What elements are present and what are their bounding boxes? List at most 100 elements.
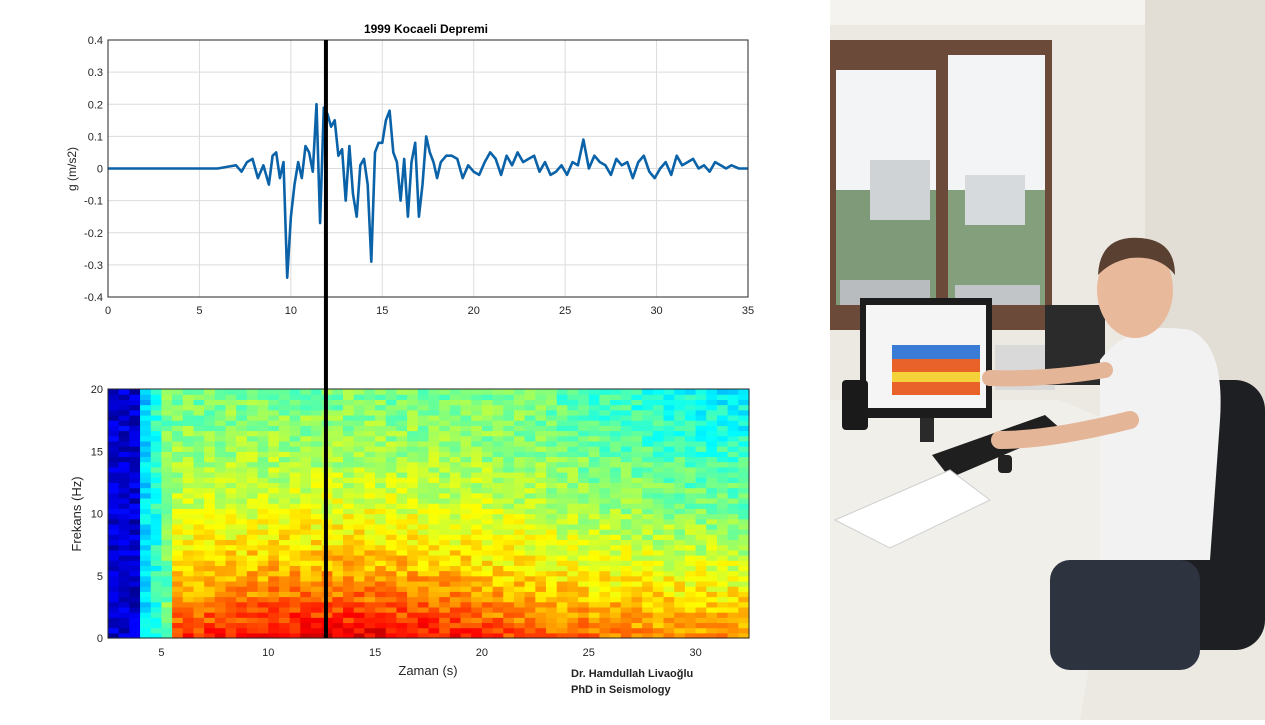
spectrogram-cell [236,404,248,411]
spectrogram-cell [332,399,344,406]
spectrogram-cell [150,565,163,572]
spectrogram-cell [674,570,686,577]
spectrogram-cell [407,570,419,577]
spectrogram-cell [663,529,675,535]
spectrogram-cell [706,389,718,395]
spectrogram-cell [578,560,590,566]
spectrogram-cell [332,570,344,577]
spectrogram-cell [652,539,665,546]
spectrogram-cell [449,565,462,572]
spectrogram-cell [193,414,205,421]
spectrogram-cell [246,565,259,572]
spectrogram-cell [204,612,216,618]
spectrogram-cell [481,461,494,468]
spectrogram-cell [695,555,707,561]
spectrogram-cell [513,601,526,608]
spectrogram-cell [471,503,483,509]
spectrogram-cell [513,430,526,437]
spectrogram-cell [300,523,312,530]
spectrogram-cell [684,430,697,437]
spectrogram-cell [108,617,120,624]
spectrogram-cell [257,596,269,603]
spectrogram-cell [546,601,558,608]
spectrogram-cell [716,606,729,613]
spectrogram-cell [449,497,462,504]
spectrogram-cell [481,575,494,582]
spectrogram-cell [129,414,141,421]
spectrogram-cell [620,508,633,515]
spectrogram-cell [642,632,654,639]
spectrogram-cell [449,420,462,426]
spectrogram-cell [396,503,408,509]
spectrogram-cell [567,451,579,458]
spectrogram-cell [257,534,269,541]
spectrogram-cell [140,580,152,587]
spectrogram-cell [620,529,633,535]
spectrogram-cell [353,617,365,624]
spectrogram-cell [300,477,312,483]
spectrogram-cell [471,414,483,421]
spectrogram-cell [439,580,451,587]
spectrogram-cell [172,446,184,452]
spectrogram-cell [567,508,579,515]
spectrogram-cell [364,560,376,566]
spectrogram-cell [684,549,697,556]
spectrogram-cell [492,575,504,582]
spectrogram-cell [289,632,301,639]
spectrogram-cell [663,534,675,541]
spectrogram-cell [428,617,440,624]
spectrogram-cell [225,399,237,406]
spectrogram-cell [556,529,568,535]
spectrogram-cell [503,596,515,603]
spectrogram-cell [278,549,291,556]
spectrogram-cell [481,456,494,463]
spectrogram-cell [182,539,195,546]
spectrogram-cell [716,586,729,592]
spectrogram-cell [663,394,675,400]
spectrogram-cell [172,534,184,541]
spectrogram-cell [449,606,462,613]
spectrogram-cell [492,482,504,489]
spectrogram-cell [129,565,141,572]
spectrogram-cell [385,482,398,489]
spectrogram-cell [503,555,515,561]
spectrogram-cell [620,404,633,411]
spectrogram-cell [695,606,707,613]
spectrogram-cell [695,523,707,530]
spectrogram-cell [716,632,729,639]
spectrogram-cell [396,399,408,406]
spectrogram-cell [428,544,440,551]
spectrogram-cell [439,617,451,624]
spectrogram-cell [375,575,387,582]
spectrogram-cell [695,627,707,634]
spectrogram-cell [182,487,195,494]
spectrogram-cell [588,591,601,598]
spectrogram-cell [439,560,451,566]
spectrogram-cell [300,596,312,603]
spectrogram-cell [417,575,430,582]
spectrogram-cell [118,586,130,592]
spectrogram-cell [108,456,120,463]
spectrogram-cell [364,529,376,535]
spectrogram-cell [684,477,697,483]
spectrogram-cell [460,487,472,494]
spectrogram-cell [140,420,152,426]
spectrogram-cell [118,617,130,624]
spectrogram-cell [257,622,269,629]
spectrogram-cell [332,518,344,525]
spectrogram-cell [663,435,675,442]
spectrogram-cell [118,487,130,494]
spectrogram-cell [599,420,611,426]
spectrogram-cell [172,606,184,613]
spectrogram-cell [204,591,216,598]
spectrogram-cell [471,446,483,452]
spectrogram-cell [236,632,248,639]
spectrogram-cell [193,482,205,489]
spectrogram-cell [599,523,611,530]
spectrogram-cell [353,487,365,494]
spectrogram-cell [118,425,130,432]
spectrogram-cell [193,420,205,426]
spectrogram-cell [481,534,494,541]
spectrogram-cell [353,622,365,629]
spectrogram-cell [620,539,633,546]
